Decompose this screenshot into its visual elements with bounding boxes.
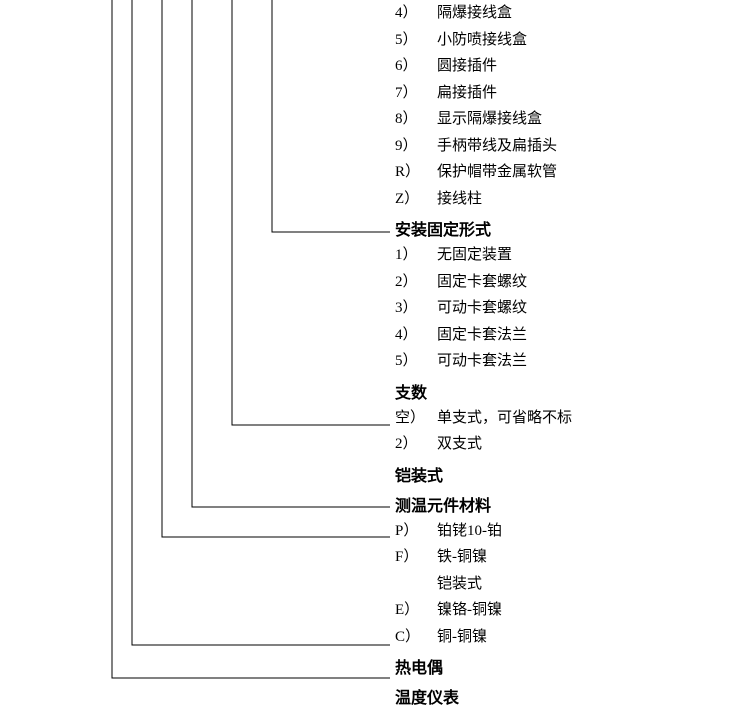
section-title: 热电偶 xyxy=(395,652,735,680)
spec-item: Z）接线柱 xyxy=(395,186,735,213)
spec-item: 4）固定卡套法兰 xyxy=(395,322,735,349)
item-key: C） xyxy=(395,626,437,649)
spec-item: 5）可动卡套法兰 xyxy=(395,348,735,375)
spec-item: 2）固定卡套螺纹 xyxy=(395,269,735,296)
item-text: 单支式，可省略不标 xyxy=(437,410,572,426)
item-text: 扁接插件 xyxy=(437,85,497,101)
bracket-line xyxy=(192,0,390,507)
item-text: 显示隔爆接线盒 xyxy=(437,111,542,127)
item-key: 1） xyxy=(395,244,437,267)
item-key: Z） xyxy=(395,188,437,211)
section: 安装固定形式1）无固定装置2）固定卡套螺纹3）可动卡套螺纹4）固定卡套法兰5）可… xyxy=(395,214,735,375)
item-text: 双支式 xyxy=(437,436,482,452)
spec-item: 空）单支式，可省略不标 xyxy=(395,405,735,432)
spec-item: 铠装式 xyxy=(395,571,735,598)
item-key: 3） xyxy=(395,297,437,320)
section-title: 温度仪表 xyxy=(395,682,735,710)
item-text: 固定卡套螺纹 xyxy=(437,274,527,290)
item-text: 接线柱 xyxy=(437,191,482,207)
spec-item: 4）隔爆接线盒 xyxy=(395,0,735,27)
item-text: 无固定装置 xyxy=(437,247,512,263)
bracket-line xyxy=(112,0,390,678)
section: 热电偶 xyxy=(395,652,735,680)
bracket-line xyxy=(272,0,390,232)
item-text: 固定卡套法兰 xyxy=(437,327,527,343)
item-key: P） xyxy=(395,520,437,543)
spec-item: E）镍铬-铜镍 xyxy=(395,597,735,624)
section-title: 测温元件材料 xyxy=(395,490,735,518)
spec-item: P）铂铑10-铂 xyxy=(395,518,735,545)
item-key: 4） xyxy=(395,324,437,347)
item-key: 6） xyxy=(395,55,437,78)
spec-item: F）铁-铜镍 xyxy=(395,544,735,571)
section-title: 安装固定形式 xyxy=(395,214,735,242)
section: 铠装式 xyxy=(395,460,735,488)
bracket-line xyxy=(162,0,390,537)
item-text: 保护帽带金属软管 xyxy=(437,164,557,180)
section-title: 铠装式 xyxy=(395,460,735,488)
spec-item: 3）可动卡套螺纹 xyxy=(395,295,735,322)
item-key: R） xyxy=(395,161,437,184)
spec-item: 9）手柄带线及扁插头 xyxy=(395,133,735,160)
item-key: 空） xyxy=(395,407,437,430)
item-text: 铜-铜镍 xyxy=(437,629,487,645)
item-key: 2） xyxy=(395,271,437,294)
item-key: 9） xyxy=(395,135,437,158)
section: 4）隔爆接线盒5）小防喷接线盒6）圆接插件7）扁接插件8）显示隔爆接线盒9）手柄… xyxy=(395,0,735,212)
section: 测温元件材料P）铂铑10-铂F）铁-铜镍铠装式E）镍铬-铜镍C）铜-铜镍 xyxy=(395,490,735,651)
bracket-line xyxy=(132,0,390,645)
spec-item: 7）扁接插件 xyxy=(395,80,735,107)
section: 支数空）单支式，可省略不标2）双支式 xyxy=(395,377,735,458)
item-key: 4） xyxy=(395,2,437,25)
item-text: 镍铬-铜镍 xyxy=(437,602,502,618)
section: 温度仪表 xyxy=(395,682,735,710)
item-text: 隔爆接线盒 xyxy=(437,5,512,21)
item-text: 可动卡套螺纹 xyxy=(437,300,527,316)
spec-item: C）铜-铜镍 xyxy=(395,624,735,651)
item-text: 圆接插件 xyxy=(437,58,497,74)
spec-item: 6）圆接插件 xyxy=(395,53,735,80)
spec-item: 1）无固定装置 xyxy=(395,242,735,269)
item-text: 铂铑10-铂 xyxy=(437,523,502,539)
item-key: E） xyxy=(395,599,437,622)
item-key: F） xyxy=(395,546,437,569)
spec-item: R）保护帽带金属软管 xyxy=(395,159,735,186)
item-text: 小防喷接线盒 xyxy=(437,32,527,48)
item-key: 5） xyxy=(395,29,437,52)
item-key: 8） xyxy=(395,108,437,131)
item-text: 铠装式 xyxy=(437,576,482,592)
bracket-line xyxy=(232,0,390,425)
item-text: 手柄带线及扁插头 xyxy=(437,138,557,154)
spec-item: 5）小防喷接线盒 xyxy=(395,27,735,54)
item-key: 2） xyxy=(395,433,437,456)
spec-content: 4）隔爆接线盒5）小防喷接线盒6）圆接插件7）扁接插件8）显示隔爆接线盒9）手柄… xyxy=(395,0,735,712)
spec-item: 2）双支式 xyxy=(395,431,735,458)
item-text: 可动卡套法兰 xyxy=(437,353,527,369)
spec-item: 8）显示隔爆接线盒 xyxy=(395,106,735,133)
section-title: 支数 xyxy=(395,377,735,405)
item-text: 铁-铜镍 xyxy=(437,549,487,565)
item-key: 5） xyxy=(395,350,437,373)
item-key: 7） xyxy=(395,82,437,105)
